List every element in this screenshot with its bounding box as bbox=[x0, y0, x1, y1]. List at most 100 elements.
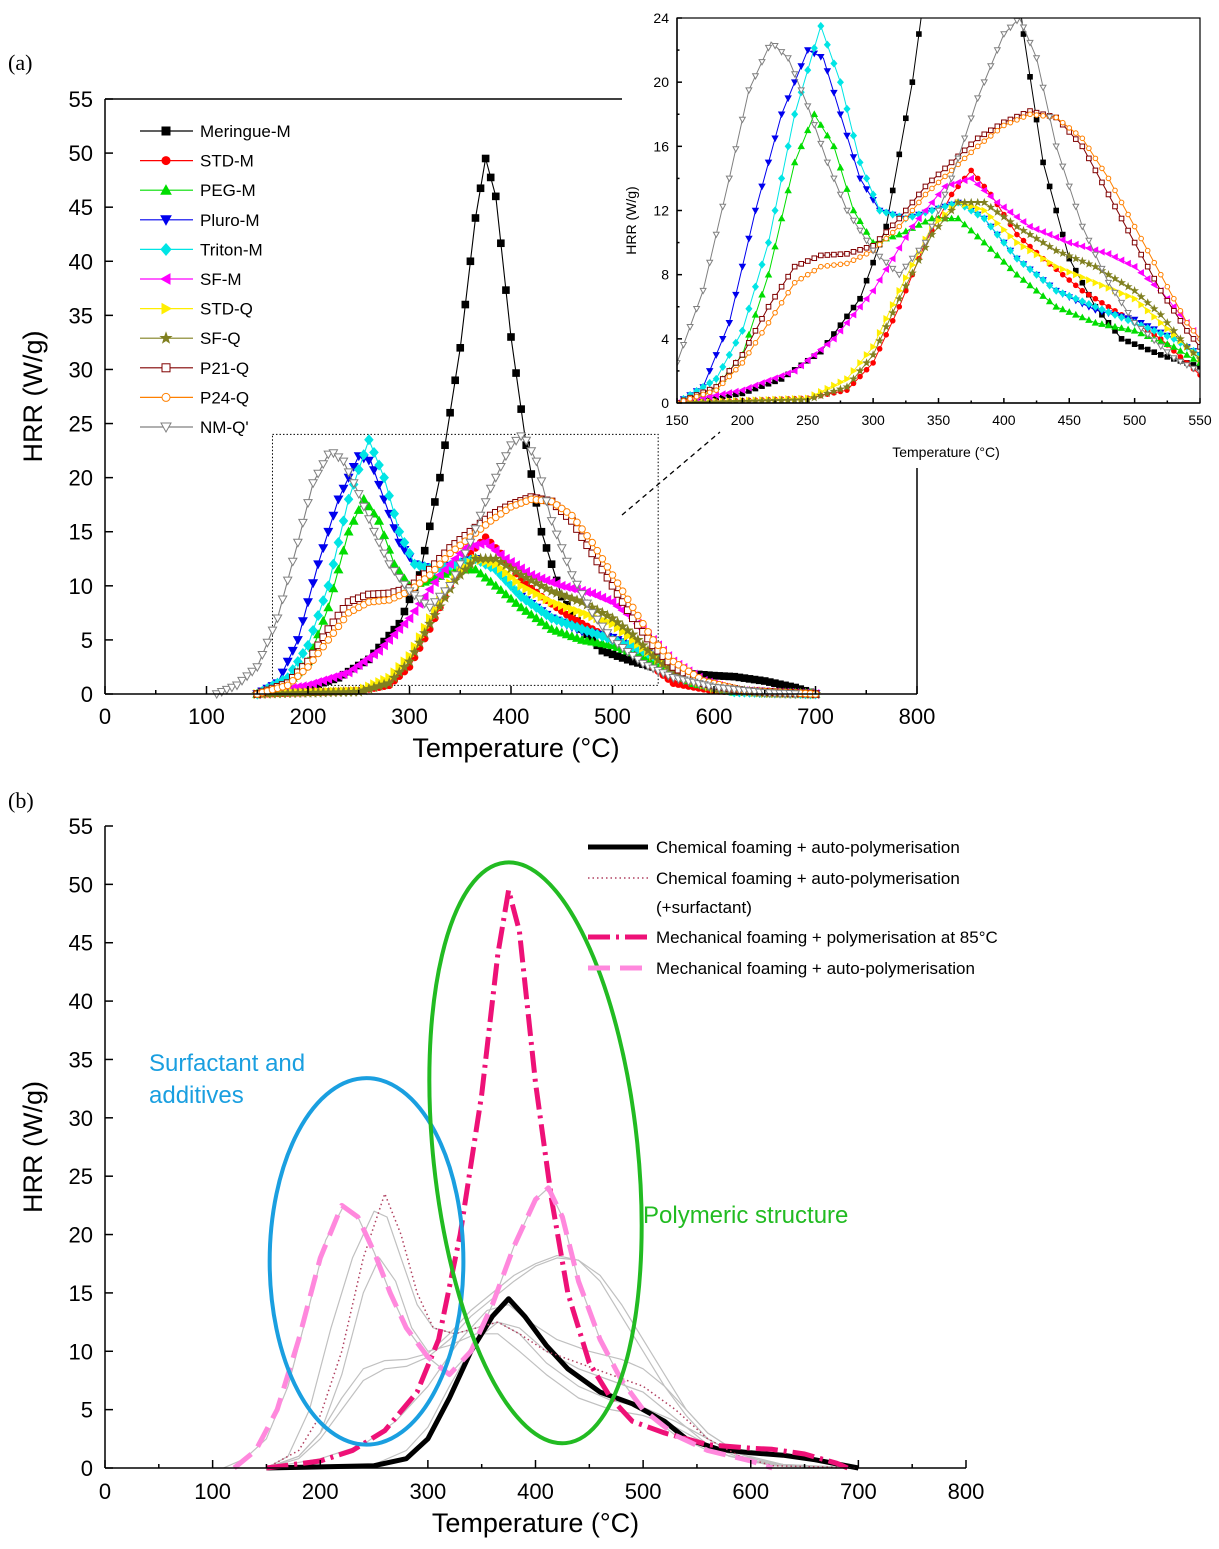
data-point bbox=[988, 127, 994, 134]
data-point bbox=[829, 335, 837, 343]
data-point bbox=[711, 397, 721, 403]
data-point bbox=[363, 652, 373, 663]
data-point bbox=[490, 473, 501, 483]
data-point bbox=[394, 573, 405, 583]
data-point bbox=[323, 580, 334, 592]
data-point bbox=[980, 186, 988, 195]
data-point bbox=[593, 546, 602, 555]
data-point bbox=[881, 322, 891, 331]
data-point bbox=[1124, 325, 1132, 333]
data-point bbox=[1163, 332, 1171, 341]
data-point bbox=[1086, 291, 1092, 298]
data-point bbox=[778, 283, 785, 290]
data-point bbox=[535, 579, 548, 591]
legend-entry: SF-Q bbox=[200, 329, 241, 348]
data-point bbox=[573, 518, 581, 527]
data-point bbox=[308, 479, 319, 489]
y-tick-label: 0 bbox=[661, 395, 669, 411]
data-point bbox=[1150, 326, 1158, 335]
data-point bbox=[592, 615, 603, 625]
data-point bbox=[1019, 218, 1027, 226]
data-point bbox=[343, 667, 353, 678]
data-point bbox=[456, 344, 465, 352]
data-point bbox=[339, 605, 348, 613]
data-point bbox=[1078, 297, 1086, 306]
data-point bbox=[844, 375, 851, 383]
data-point bbox=[1033, 112, 1040, 118]
data-point bbox=[1052, 143, 1060, 151]
data-point bbox=[1065, 183, 1073, 191]
data-point bbox=[379, 472, 389, 484]
data-point bbox=[903, 215, 909, 222]
data-point bbox=[850, 380, 857, 387]
data-point bbox=[283, 681, 292, 690]
data-point bbox=[1045, 114, 1054, 121]
data-point bbox=[1144, 307, 1152, 315]
data-point bbox=[613, 579, 622, 587]
data-point bbox=[1138, 344, 1144, 350]
data-point bbox=[1086, 276, 1093, 284]
data-point bbox=[837, 261, 844, 268]
x-tick-label: 250 bbox=[796, 412, 820, 428]
data-point bbox=[546, 517, 557, 527]
data-point bbox=[1006, 24, 1015, 32]
data-point bbox=[1104, 270, 1113, 279]
data-point bbox=[810, 110, 819, 117]
data-point bbox=[928, 214, 936, 222]
data-point bbox=[429, 598, 440, 608]
data-point bbox=[480, 572, 491, 582]
panel-a-x-axis-label: Temperature (°C) bbox=[412, 733, 619, 763]
data-point bbox=[733, 366, 739, 373]
data-point bbox=[784, 142, 792, 151]
data-point bbox=[1027, 74, 1033, 80]
data-point bbox=[1189, 348, 1198, 357]
y-tick-label: 40 bbox=[69, 249, 93, 274]
data-point bbox=[790, 71, 799, 79]
data-point bbox=[698, 397, 708, 403]
data-point bbox=[712, 352, 720, 359]
data-point bbox=[999, 203, 1007, 212]
data-point bbox=[1079, 143, 1086, 150]
data-point bbox=[1007, 119, 1014, 126]
data-point bbox=[745, 330, 753, 338]
data-point bbox=[849, 131, 858, 140]
data-point bbox=[485, 484, 496, 494]
y-tick-label: 15 bbox=[69, 520, 93, 545]
data-point bbox=[928, 198, 935, 207]
data-point bbox=[993, 47, 1002, 55]
x-tick-label: 350 bbox=[927, 412, 951, 428]
data-point bbox=[374, 538, 385, 548]
data-point bbox=[1117, 324, 1126, 331]
data-point bbox=[379, 530, 390, 540]
data-point bbox=[883, 235, 890, 242]
data-point bbox=[1118, 199, 1125, 206]
data-point bbox=[941, 191, 949, 199]
data-point bbox=[486, 173, 495, 182]
data-point bbox=[785, 273, 791, 280]
data-point bbox=[778, 299, 785, 306]
data-point bbox=[1131, 295, 1139, 303]
series-line bbox=[232, 1185, 774, 1471]
data-point bbox=[738, 386, 746, 394]
data-point bbox=[726, 373, 733, 380]
data-point bbox=[517, 580, 527, 591]
data-point bbox=[1099, 165, 1105, 172]
data-point bbox=[313, 610, 323, 622]
data-point bbox=[226, 683, 237, 693]
data-point bbox=[921, 217, 930, 225]
data-point bbox=[601, 609, 614, 621]
data-point bbox=[980, 79, 988, 87]
data-point bbox=[1046, 258, 1054, 267]
data-point bbox=[1079, 135, 1086, 142]
data-point bbox=[339, 615, 348, 624]
data-point bbox=[855, 366, 865, 375]
legend-entry: Triton-M bbox=[200, 240, 263, 259]
data-point bbox=[318, 460, 329, 470]
data-point bbox=[836, 191, 845, 199]
panel-a-legend: Meringue-M STD-M PEG-M Pluro-M Triton-M SF-M S… bbox=[140, 122, 291, 437]
data-point bbox=[1111, 289, 1119, 297]
data-point bbox=[446, 408, 454, 417]
data-point bbox=[1111, 310, 1119, 319]
data-point bbox=[426, 522, 434, 531]
data-point bbox=[475, 511, 486, 521]
